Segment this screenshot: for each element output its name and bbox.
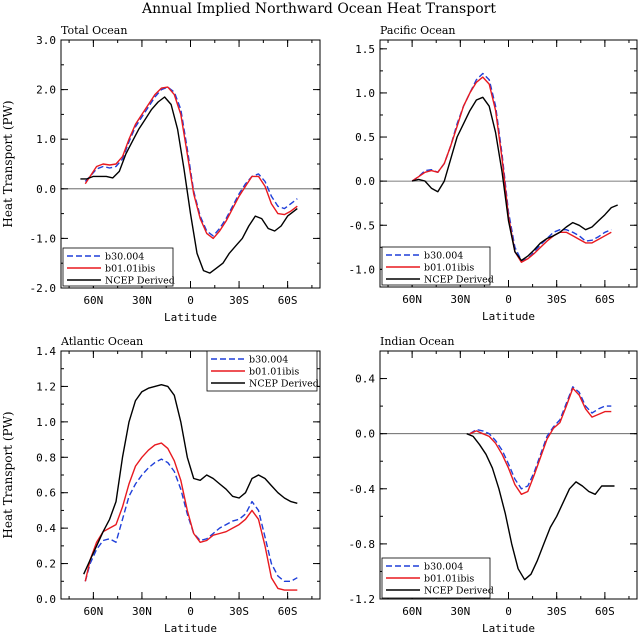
series-line-ncep-derived <box>411 96 618 262</box>
series-line-b01-01ibis <box>469 387 612 495</box>
y-tick-label: 1.4 <box>36 345 56 358</box>
panels: -2.0 -1.0 0.0 1.0 2.0 3.0 60N 30N 0 30S 60S Total O… <box>1 24 638 635</box>
panel-pacific-ocean: -1.0 -0.5 0.0 0.5 1.0 1.5 60N 30N 0 30S 60S Pacific… <box>349 24 638 323</box>
x-tick-label: 0 <box>505 293 512 306</box>
legend-entry: b01.01ibis <box>424 574 474 585</box>
x-tick-label: 60N <box>402 293 422 306</box>
y-tick-label: -0.5 <box>349 219 376 232</box>
figure-title: Annual Implied Northward Ocean Heat Tran… <box>141 1 496 17</box>
x-tick-label: 0 <box>505 605 512 618</box>
y-tick-label: 1.0 <box>36 416 56 429</box>
x-tick-label: 30N <box>450 293 470 306</box>
x-tick-label: 30S <box>547 605 567 618</box>
series-line-ncep-derived <box>83 384 298 575</box>
x-tick-label: 30S <box>547 293 567 306</box>
panel-title: Indian Ocean <box>380 335 454 348</box>
y-tick-label: 0.5 <box>355 131 375 144</box>
y-tick-label: 0.4 <box>355 373 375 386</box>
legend-entry: b30.004 <box>249 355 288 366</box>
y-tick-label: 2.0 <box>36 84 56 97</box>
series-line-b30-004 <box>84 86 298 237</box>
y-tick-label: 0.8 <box>36 451 56 464</box>
x-tick-label: 30S <box>229 294 249 307</box>
x-tick-label: 0 <box>187 605 194 618</box>
x-tick-label: 60N <box>402 605 422 618</box>
legend-entry: b01.01ibis <box>105 264 155 275</box>
series-line-b01-01ibis <box>84 86 298 240</box>
x-tick-label: 60N <box>83 294 103 307</box>
series-line-b01-01ibis <box>84 442 298 591</box>
x-tick-label: 60S <box>278 605 298 618</box>
series-line-b30-004 <box>469 386 612 490</box>
x-tick-label: 30N <box>132 294 152 307</box>
x-tick-label: 60S <box>278 294 298 307</box>
y-tick-label: 1.0 <box>355 87 375 100</box>
x-axis-label: Latitude <box>164 311 217 324</box>
y-tick-label: -0.4 <box>349 483 376 496</box>
panel-title: Pacific Ocean <box>380 24 455 37</box>
panel-total-ocean: -2.0 -1.0 0.0 1.0 2.0 3.0 60N 30N 0 30S 60S Total O… <box>1 24 321 324</box>
y-tick-label: -1.2 <box>349 593 376 606</box>
y-tick-label: -1.0 <box>30 232 57 245</box>
panel-indian-ocean: -1.2 -0.8 -0.4 0.0 0.4 60N 30N 0 30S 60S Indian Oc… <box>349 335 638 635</box>
y-axis-label: Heat Transport (PW) <box>1 411 15 538</box>
legend-entry: b30.004 <box>105 252 144 263</box>
series-line-b30-004 <box>411 72 612 262</box>
legend-entry: NCEP Derived <box>424 586 494 597</box>
y-tick-label: 0.0 <box>355 428 375 441</box>
legend-entry: b30.004 <box>424 251 463 262</box>
x-tick-label: 60N <box>83 605 103 618</box>
legend-entry: NCEP Derived <box>424 275 494 286</box>
series-line-ncep-derived <box>466 433 615 581</box>
legend-entry: b30.004 <box>424 562 463 573</box>
panel-title: Total Ocean <box>61 24 127 37</box>
y-tick-label: -1.0 <box>349 263 376 276</box>
series-line-ncep-derived <box>80 96 298 274</box>
x-tick-label: 30N <box>132 605 152 618</box>
y-tick-label: 0.0 <box>355 175 375 188</box>
y-tick-label: -0.8 <box>349 538 376 551</box>
legend-entry: NCEP Derived <box>105 276 175 287</box>
x-tick-label: 60S <box>595 293 615 306</box>
y-tick-label: 0.6 <box>36 487 56 500</box>
y-tick-label: 1.2 <box>36 380 56 393</box>
y-axis-label: Heat Transport (PW) <box>1 100 15 227</box>
y-tick-label: 0.4 <box>36 522 56 535</box>
panel-atlantic-ocean: 0.0 0.2 0.4 0.6 0.8 1.0 1.2 1.4 60N 30N 0 30S 60S Atl… <box>1 335 321 635</box>
x-tick-label: 0 <box>187 294 194 307</box>
x-axis-label: Latitude <box>482 622 535 635</box>
y-tick-label: 1.0 <box>36 133 56 146</box>
y-tick-label: -2.0 <box>30 282 57 295</box>
y-tick-label: 1.5 <box>355 43 375 56</box>
x-tick-label: 30N <box>450 605 470 618</box>
y-tick-label: 0.0 <box>36 593 56 606</box>
y-tick-label: 3.0 <box>36 34 56 47</box>
x-tick-label: 60S <box>595 605 615 618</box>
panel-title: Atlantic Ocean <box>60 335 143 348</box>
y-tick-label: 0.2 <box>36 558 56 571</box>
y-tick-label: 0.0 <box>36 183 56 196</box>
x-tick-label: 30S <box>229 605 249 618</box>
legend-entry: b01.01ibis <box>249 367 299 378</box>
legend-entry: b01.01ibis <box>424 263 474 274</box>
legend-entry: NCEP Derived <box>249 379 319 390</box>
x-axis-label: Latitude <box>164 622 217 635</box>
x-axis-label: Latitude <box>482 310 535 323</box>
